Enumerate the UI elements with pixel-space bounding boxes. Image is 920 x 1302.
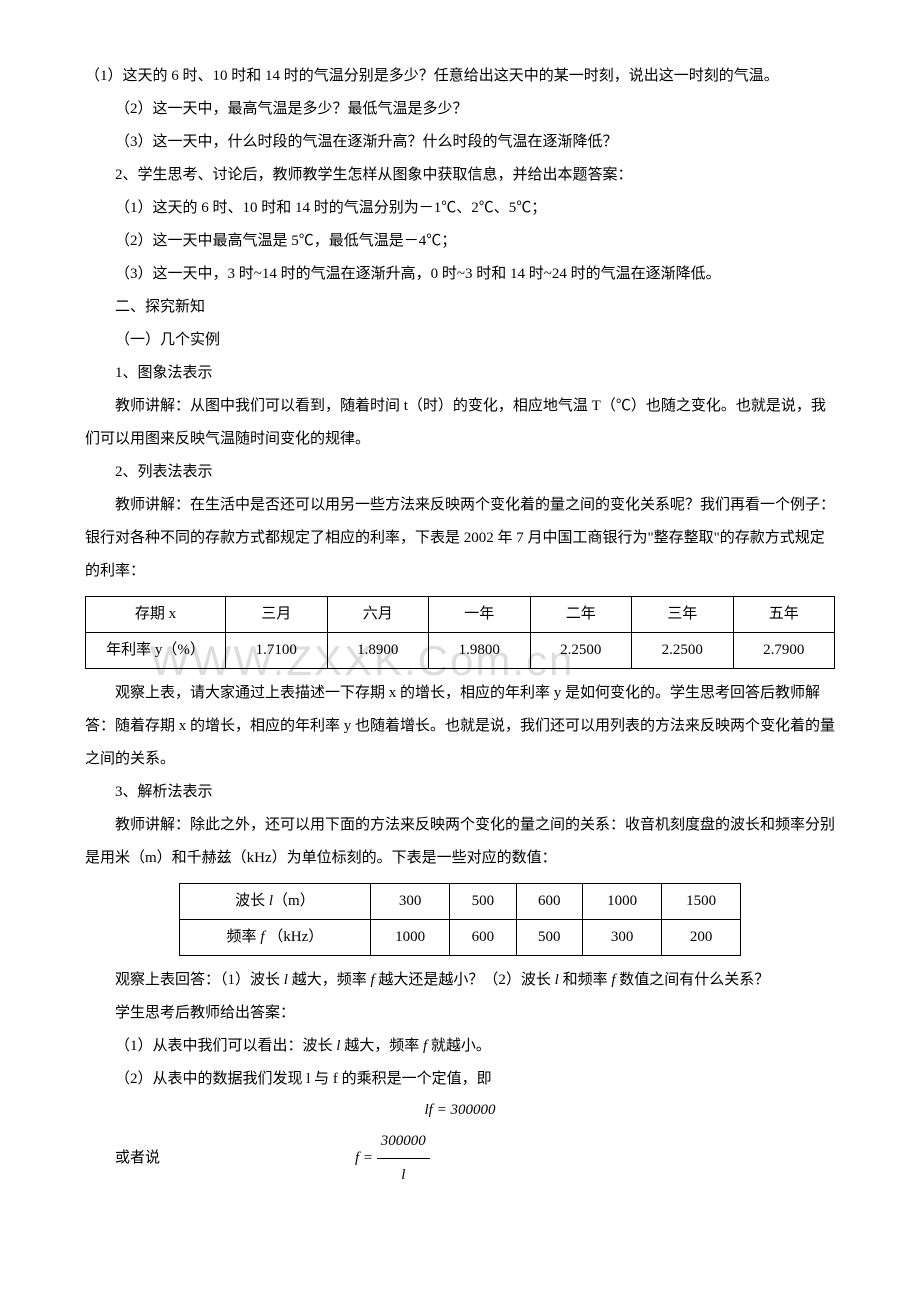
para-method3: 3、解析法表示: [85, 776, 835, 809]
table-header: 三年: [632, 597, 734, 633]
table-cell: 1500: [662, 884, 741, 920]
equation-lf: lf = 300000: [85, 1100, 835, 1121]
para-table1-analysis: 观察上表，请大家通过上表描述一下存期 x 的增长，相应的年利率 y 是如何变化的…: [85, 677, 835, 776]
table-cell: 年利率 y（%）: [86, 633, 226, 669]
para-method1: 1、图象法表示: [85, 357, 835, 390]
table-cell: 2.7900: [733, 633, 835, 669]
para-table2-question: 观察上表回答：（1）波长 l 越大，频率 f 越大还是越小？（2）波长 l 和频…: [85, 964, 835, 997]
table-cell: 1.9800: [429, 633, 531, 669]
para-q1: （1）这天的 6 时、10 时和 14 时的气温分别是多少？任意给出这天中的某一…: [85, 60, 835, 93]
table-header: 一年: [429, 597, 531, 633]
table-cell: 200: [662, 920, 741, 956]
frac-num: 300000: [377, 1125, 430, 1159]
document-content: （1）这天的 6 时、10 时和 14 时的气温分别是多少？任意给出这天中的某一…: [85, 60, 835, 1192]
equation-f: f = 300000l: [205, 1125, 835, 1192]
table-header: 二年: [530, 597, 632, 633]
fraction: 300000l: [377, 1125, 430, 1192]
table-cell: 1.7100: [226, 633, 328, 669]
wave-label: 波长 l（m）: [235, 893, 315, 909]
text: 越大，频率: [288, 972, 371, 988]
para-q3: （3）这一天中，什么时段的气温在逐渐升高？什么时段的气温在逐渐降低？: [85, 126, 835, 159]
para-method2-desc: 教师讲解：在生活中是否还可以用另一些方法来反映两个变化着的量之间的变化关系呢？我…: [85, 489, 835, 588]
para-method1-desc: 教师讲解：从图中我们可以看到，随着时间 t（时）的变化，相应地气温 T（℃）也随…: [85, 390, 835, 456]
text: 数值之间有什么关系？: [616, 972, 770, 988]
table-cell: 1000: [371, 920, 450, 956]
equation-f-row: 或者说 f = 300000l: [85, 1125, 835, 1192]
eq1-text: lf = 300000: [425, 1102, 496, 1118]
method1-text: 教师讲解：从图中我们可以看到，随着时间 t（时）的变化，相应地气温 T（℃）也随…: [85, 398, 826, 447]
table-row: 存期 x 三月 六月 一年 二年 三年 五年: [86, 597, 835, 633]
table-cell: 600: [516, 884, 582, 920]
para-answer-intro: 学生思考后教师给出答案：: [85, 997, 835, 1030]
eq-label-or: 或者说: [85, 1142, 205, 1175]
table-row: 频率 f （kHz） 1000 600 500 300 200: [179, 920, 741, 956]
table-cell: 300: [371, 884, 450, 920]
text: （1）从表中我们可以看出：波长: [115, 1038, 336, 1054]
para-section2: 二、探究新知: [85, 291, 835, 324]
para-method2: 2、列表法表示: [85, 456, 835, 489]
table-header: 五年: [733, 597, 835, 633]
para-a2: （2）这一天中最高气温是 5℃，最低气温是－4℃；: [85, 225, 835, 258]
table-row: 波长 l（m） 300 500 600 1000 1500: [179, 884, 741, 920]
text: 就越小。: [427, 1038, 491, 1054]
text: 观察上表回答：（1）波长: [115, 972, 284, 988]
table-cell: 500: [450, 884, 516, 920]
para-sub1: （一）几个实例: [85, 324, 835, 357]
para-answer2: （2）从表中的数据我们发现 l 与 f 的乘积是一个定值，即: [85, 1063, 835, 1096]
para-answer1: （1）从表中我们可以看出：波长 l 越大，频率 f 就越小。: [85, 1030, 835, 1063]
interest-rate-table: 存期 x 三月 六月 一年 二年 三年 五年 年利率 y（%） 1.7100 1…: [85, 596, 835, 669]
para-a3: （3）这一天中，3 时~14 时的气温在逐渐升高，0 时~3 时和 14 时~2…: [85, 258, 835, 291]
para-a-intro: 2、学生思考、讨论后，教师教学生怎样从图象中获取信息，并给出本题答案：: [85, 159, 835, 192]
freq-label: 频率 f （kHz）: [227, 929, 324, 945]
para-a1: （1）这天的 6 时、10 时和 14 时的气温分别为－1℃、2℃、5℃；: [85, 192, 835, 225]
table-cell: 频率 f （kHz）: [179, 920, 370, 956]
table-cell: 1000: [583, 884, 662, 920]
table-cell: 1.8900: [327, 633, 429, 669]
table-header: 存期 x: [86, 597, 226, 633]
text: 越大，频率: [340, 1038, 423, 1054]
wave-freq-table: 波长 l（m） 300 500 600 1000 1500 频率 f （kHz）…: [179, 883, 742, 956]
table-cell: 500: [516, 920, 582, 956]
text: 越大还是越小？（2）波长: [375, 972, 555, 988]
table-cell: 600: [450, 920, 516, 956]
table-header: 六月: [327, 597, 429, 633]
table-cell: 300: [583, 920, 662, 956]
table-cell: 2.2500: [632, 633, 734, 669]
text: 和频率: [559, 972, 612, 988]
table-cell: 波长 l（m）: [179, 884, 370, 920]
table-row: 年利率 y（%） 1.7100 1.8900 1.9800 2.2500 2.2…: [86, 633, 835, 669]
table-header: 三月: [226, 597, 328, 633]
para-q2: （2）这一天中，最高气温是多少？最低气温是多少？: [85, 93, 835, 126]
table-cell: 2.2500: [530, 633, 632, 669]
frac-den: l: [377, 1159, 430, 1192]
eq-equals: =: [359, 1150, 377, 1166]
para-method3-desc: 教师讲解：除此之外，还可以用下面的方法来反映两个变化的量之间的关系：收音机刻度盘…: [85, 809, 835, 875]
